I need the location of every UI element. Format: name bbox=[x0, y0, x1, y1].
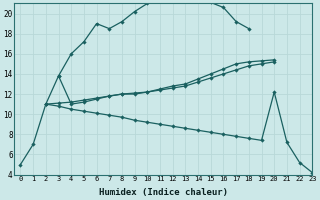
X-axis label: Humidex (Indice chaleur): Humidex (Indice chaleur) bbox=[99, 188, 228, 197]
